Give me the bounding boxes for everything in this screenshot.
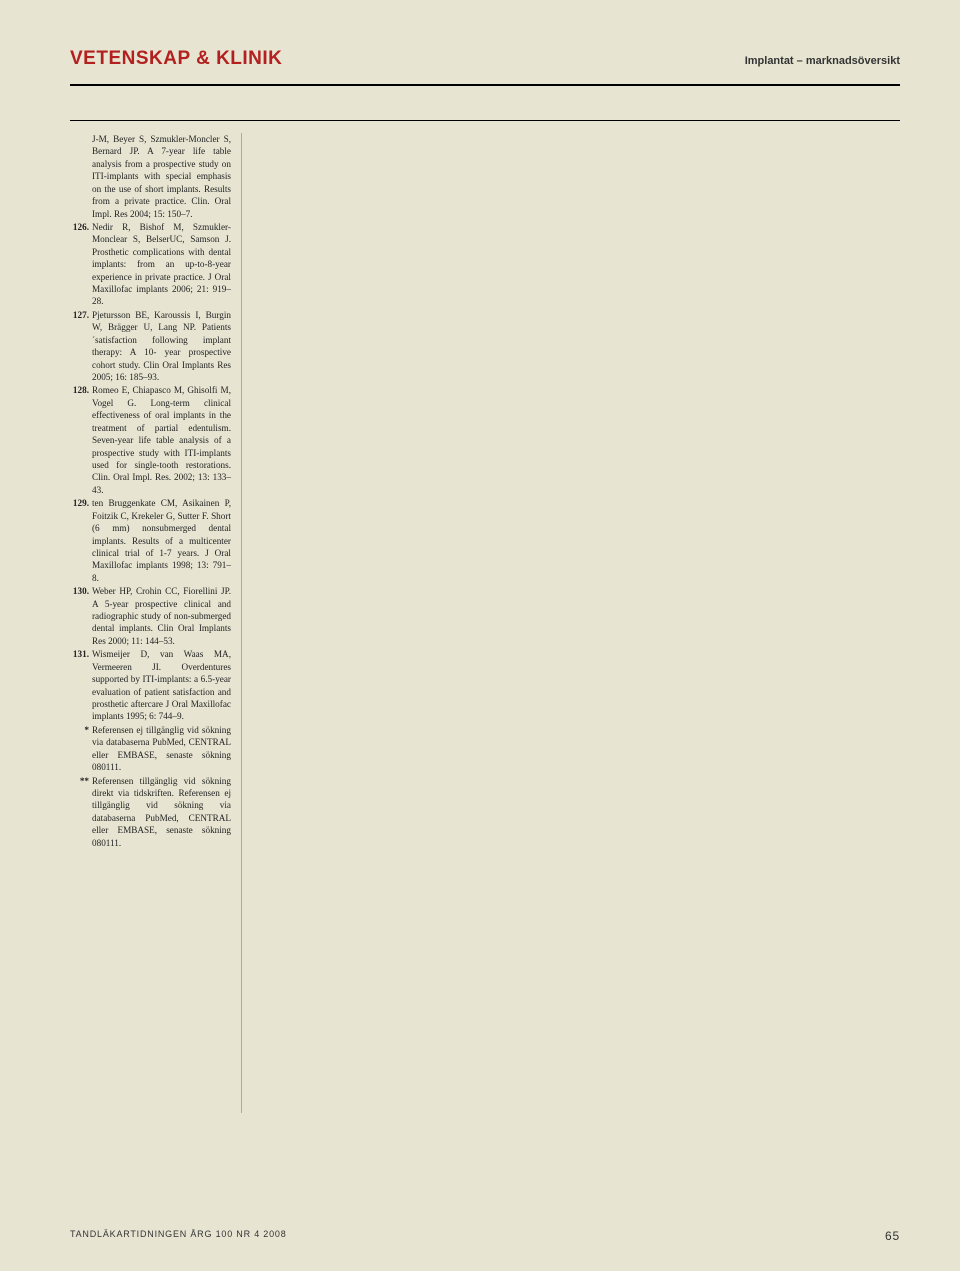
article-tag: Implantat – marknadsöversikt xyxy=(745,55,900,67)
reference-text: Weber HP, Crohin CC, Fiorellini JP. A 5-… xyxy=(92,585,231,647)
reference-item: 128.Romeo E, Chiapasco M, Ghisolfi M, Vo… xyxy=(70,384,231,496)
footer-journal: TANDLÄKARTIDNINGEN ÅRG 100 NR 4 2008 xyxy=(70,1229,287,1243)
reference-text: Pjetursson BE, Karoussis I, Burgin W, Br… xyxy=(92,309,231,384)
reference-number: 128. xyxy=(70,384,92,496)
page-number: 65 xyxy=(885,1229,900,1243)
reference-text: Nedir R, Bishof M, Szmukler-Monclear S, … xyxy=(92,221,231,308)
reference-number: * xyxy=(70,724,92,774)
reference-text: J-M, Beyer S, Szmukler-Moncler S, Bernar… xyxy=(92,133,231,220)
reference-text: Romeo E, Chiapasco M, Ghisolfi M, Vogel … xyxy=(92,384,231,496)
reference-item: *Referensen ej tillgänglig vid sökning v… xyxy=(70,724,231,774)
reference-number: ** xyxy=(70,775,92,850)
reference-item: 127.Pjetursson BE, Karoussis I, Burgin W… xyxy=(70,309,231,384)
reference-text: Referensen tillgänglig vid sökning direk… xyxy=(92,775,231,850)
reference-number: 129. xyxy=(70,497,92,584)
reference-item: 131.Wismeijer D, van Waas MA, Vermeeren … xyxy=(70,648,231,723)
reference-item: 130.Weber HP, Crohin CC, Fiorellini JP. … xyxy=(70,585,231,647)
reference-number: 130. xyxy=(70,585,92,647)
references-column: J-M, Beyer S, Szmukler-Moncler S, Bernar… xyxy=(70,133,242,1113)
reference-text: Referensen ej tillgänglig vid sökning vi… xyxy=(92,724,231,774)
content-area: J-M, Beyer S, Szmukler-Moncler S, Bernar… xyxy=(70,133,960,1113)
reference-text: Wismeijer D, van Waas MA, Vermeeren JI. … xyxy=(92,648,231,723)
header-rule-thin xyxy=(70,120,900,121)
reference-number: 126. xyxy=(70,221,92,308)
section-title: VETENSKAP & KLINIK xyxy=(70,48,282,70)
header-rule-thick xyxy=(70,84,900,86)
reference-item: 129.ten Bruggenkate CM, Asikainen P, Foi… xyxy=(70,497,231,584)
reference-text: ten Bruggenkate CM, Asikainen P, Foitzik… xyxy=(92,497,231,584)
reference-number: 127. xyxy=(70,309,92,384)
reference-number: 131. xyxy=(70,648,92,723)
page-footer: TANDLÄKARTIDNINGEN ÅRG 100 NR 4 2008 65 xyxy=(70,1229,900,1243)
reference-item: J-M, Beyer S, Szmukler-Moncler S, Bernar… xyxy=(70,133,231,220)
reference-number xyxy=(70,133,92,220)
reference-item: 126.Nedir R, Bishof M, Szmukler-Monclear… xyxy=(70,221,231,308)
page-header: VETENSKAP & KLINIK Implantat – marknadsö… xyxy=(0,0,960,70)
reference-item: **Referensen tillgänglig vid sökning dir… xyxy=(70,775,231,850)
